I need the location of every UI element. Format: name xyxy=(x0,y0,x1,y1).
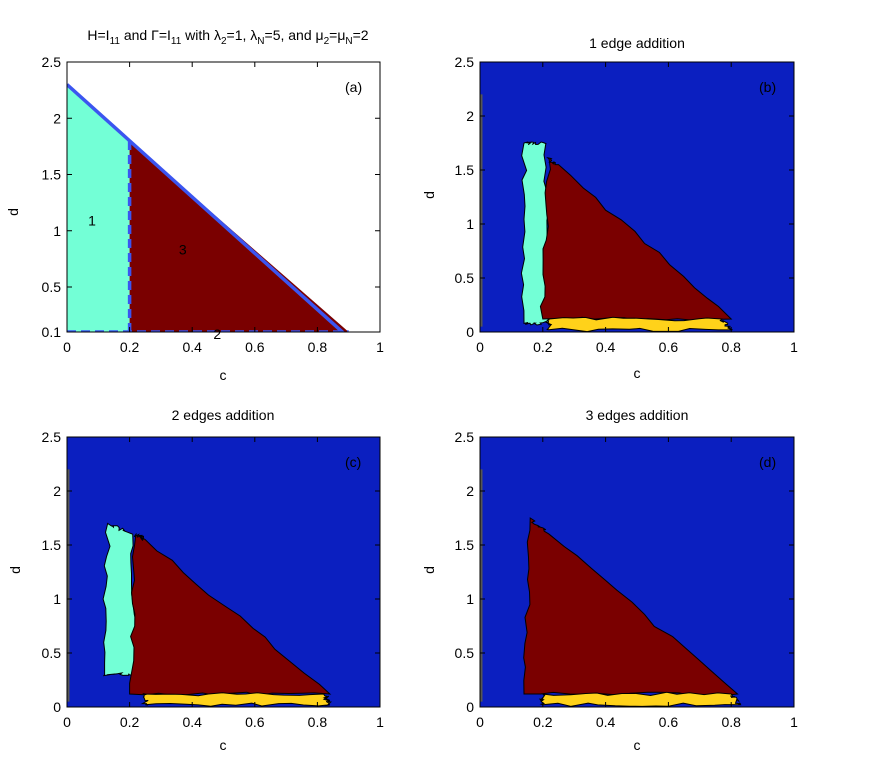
x-tick-label: 0.4 xyxy=(182,714,202,730)
panel-a-title: H=I11 and Γ=I11 with λ2=1, λN=5, and μ2=… xyxy=(87,27,368,47)
panel-c-ylabel: d xyxy=(7,566,23,574)
x-tick-label: 0 xyxy=(476,714,484,730)
panel-b-ylabel: d xyxy=(421,191,437,199)
x-tick-label: 0 xyxy=(63,714,71,730)
panel-b-axes: 0 0.2 0.4 0.6 0.8 1 0 0.5 1 1.5 2 2.5 xyxy=(455,54,799,355)
y-tick-label: 1 xyxy=(53,223,61,239)
panel-d-plot-area: (d) xyxy=(480,437,794,707)
heatmap-region-3 xyxy=(545,316,733,332)
x-tick-label: 0.2 xyxy=(533,714,553,730)
panel-a-ylabel: d xyxy=(5,208,21,216)
x-tick-label: 0.4 xyxy=(596,339,616,355)
y-tick-label: 0 xyxy=(466,324,474,340)
panel-b-xlabel: c xyxy=(634,365,641,381)
y-tick-label: 2.5 xyxy=(42,429,62,445)
y-tick-label: 0 xyxy=(53,699,61,715)
x-tick-label: 1 xyxy=(376,339,384,355)
heatmap-region-2 xyxy=(538,691,742,707)
boundary-line-0 xyxy=(67,83,346,332)
panel-a-axes: 0 0.2 0.4 0.6 0.8 1 0.1 0.5 1 1.5 2 2.5 xyxy=(42,54,385,355)
y-tick-label: 2.5 xyxy=(42,54,62,70)
x-tick-label: 0.4 xyxy=(596,714,616,730)
heatmap-region-2 xyxy=(539,156,733,322)
region-1 xyxy=(67,84,130,332)
y-tick-label: 0.5 xyxy=(455,645,475,661)
panel-d-xlabel: c xyxy=(634,737,641,753)
y-tick-label: 1 xyxy=(466,216,474,232)
y-tick-label: 2.5 xyxy=(455,54,475,70)
y-tick-label: 1 xyxy=(53,591,61,607)
y-tick-label: 0.5 xyxy=(42,645,62,661)
x-tick-label: 1 xyxy=(376,714,384,730)
x-tick-label: 0.6 xyxy=(659,714,679,730)
panel-a: H=I11 and Γ=I11 with λ2=1, λN=5, and μ2=… xyxy=(5,27,384,383)
x-tick-label: 0.2 xyxy=(533,339,553,355)
x-tick-label: 0.8 xyxy=(721,339,741,355)
y-tick-label: 1 xyxy=(466,591,474,607)
region-label-2: 2 xyxy=(213,326,221,342)
panel-c-xlabel: c xyxy=(220,737,227,753)
x-tick-label: 0.8 xyxy=(308,714,328,730)
panel-d: 3 edges addition (d) 0 0.2 0.4 0.6 0.8 1 0 0.5 1… xyxy=(421,407,798,753)
y-tick-label: 2 xyxy=(466,483,474,499)
x-tick-label: 0.4 xyxy=(182,339,202,355)
x-tick-label: 0.6 xyxy=(659,339,679,355)
y-tick-label: 0.5 xyxy=(42,279,62,295)
y-tick-label: 1.5 xyxy=(42,537,62,553)
panel-b: 1 edge addition (b) 0 0.2 0.4 0.6 0.8 1 0 0.5 1 1… xyxy=(421,35,798,381)
axes-frame xyxy=(66,61,381,333)
y-tick-label: 0.5 xyxy=(455,270,475,286)
panel-corner-label: (c) xyxy=(345,454,361,470)
x-tick-label: 0.8 xyxy=(721,714,741,730)
y-tick-label: 0.1 xyxy=(42,324,62,340)
x-tick-label: 0.2 xyxy=(120,714,140,730)
panel-a-plot-area: 1 3 2 (a) xyxy=(67,62,380,342)
y-tick-label: 1.5 xyxy=(455,162,475,178)
axes-frame xyxy=(479,436,795,708)
x-tick-label: 0.6 xyxy=(245,714,265,730)
panel-b-plot-area: (b) xyxy=(480,62,794,332)
y-tick-label: 2 xyxy=(53,110,61,126)
region-label-3: 3 xyxy=(179,242,187,258)
panel-c-plot-area: (c) xyxy=(67,437,380,707)
region-label-1: 1 xyxy=(88,212,96,228)
x-tick-label: 0.6 xyxy=(245,339,265,355)
panel-d-axes: 0 0.2 0.4 0.6 0.8 1 0 0.5 1 1.5 2 2.5 xyxy=(455,429,799,730)
panel-c-title: 2 edges addition xyxy=(172,407,275,423)
y-tick-label: 2 xyxy=(53,483,61,499)
panel-d-ylabel: d xyxy=(421,566,437,574)
panel-a-xlabel: c xyxy=(220,367,227,383)
x-tick-label: 1 xyxy=(790,714,798,730)
axes-frame xyxy=(479,61,795,333)
x-tick-label: 1 xyxy=(790,339,798,355)
panel-corner-label: (d) xyxy=(759,454,776,470)
y-tick-label: 2 xyxy=(466,108,474,124)
panel-corner-label: (b) xyxy=(759,79,776,95)
panel-corner-label: (a) xyxy=(345,79,362,95)
x-tick-label: 0 xyxy=(476,339,484,355)
axes-frame xyxy=(66,436,381,708)
panel-c-axes: 0 0.2 0.4 0.6 0.8 1 0 0.5 1 1.5 2 2.5 xyxy=(42,429,385,730)
panel-c: 2 edges addition (c) 0 0.2 0.4 0.6 0.8 1 0 0.5 1… xyxy=(7,407,384,753)
x-tick-label: 0.8 xyxy=(308,339,328,355)
heatmap-region-1 xyxy=(102,522,138,677)
x-tick-label: 0 xyxy=(63,339,71,355)
panel-b-title: 1 edge addition xyxy=(589,35,685,51)
x-tick-label: 0.2 xyxy=(120,339,140,355)
y-tick-label: 1.5 xyxy=(42,167,62,183)
heatmap-region-3 xyxy=(140,692,332,707)
y-tick-label: 2.5 xyxy=(455,429,475,445)
panel-d-title: 3 edges addition xyxy=(586,407,689,423)
y-tick-label: 1.5 xyxy=(455,537,475,553)
y-tick-label: 0 xyxy=(466,699,474,715)
